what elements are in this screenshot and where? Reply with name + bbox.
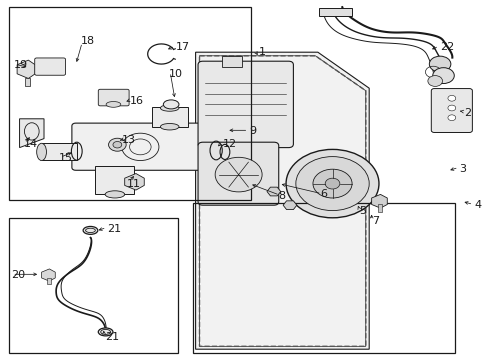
- Text: 21: 21: [105, 332, 119, 342]
- FancyBboxPatch shape: [430, 89, 471, 132]
- Bar: [378, 204, 382, 212]
- Bar: [47, 278, 51, 284]
- Ellipse shape: [83, 226, 98, 234]
- Ellipse shape: [163, 100, 179, 109]
- FancyBboxPatch shape: [98, 89, 129, 106]
- Bar: [95, 166, 134, 194]
- Circle shape: [427, 76, 442, 86]
- Text: 17: 17: [176, 42, 190, 52]
- Text: 7: 7: [371, 216, 378, 226]
- Ellipse shape: [160, 105, 179, 111]
- Ellipse shape: [160, 123, 179, 130]
- Text: 5: 5: [359, 206, 366, 216]
- Bar: [9, 7, 250, 200]
- Ellipse shape: [105, 191, 124, 198]
- Polygon shape: [41, 269, 55, 281]
- Text: 13: 13: [122, 135, 136, 145]
- Bar: [41, 143, 77, 160]
- Text: 11: 11: [127, 179, 141, 189]
- Text: 3: 3: [459, 164, 466, 174]
- Bar: [25, 78, 30, 86]
- Ellipse shape: [106, 102, 121, 107]
- FancyBboxPatch shape: [198, 142, 278, 205]
- Circle shape: [215, 157, 262, 192]
- FancyBboxPatch shape: [198, 61, 293, 148]
- Ellipse shape: [98, 328, 113, 336]
- Circle shape: [432, 68, 453, 84]
- Text: 14: 14: [23, 139, 38, 149]
- Bar: [9, 218, 177, 353]
- Circle shape: [285, 149, 378, 218]
- Circle shape: [447, 115, 455, 121]
- Circle shape: [295, 157, 368, 211]
- Text: 10: 10: [168, 69, 183, 79]
- Polygon shape: [283, 201, 296, 210]
- Text: 8: 8: [278, 191, 285, 201]
- Bar: [151, 107, 188, 127]
- Text: 18: 18: [81, 36, 95, 46]
- Polygon shape: [371, 194, 386, 208]
- Circle shape: [447, 105, 455, 111]
- Ellipse shape: [37, 143, 46, 161]
- Circle shape: [113, 141, 122, 148]
- Polygon shape: [195, 52, 368, 349]
- Text: 1: 1: [259, 47, 265, 57]
- Circle shape: [428, 56, 450, 72]
- Bar: [193, 203, 454, 353]
- Text: 4: 4: [473, 200, 481, 210]
- Text: 12: 12: [222, 139, 236, 149]
- FancyBboxPatch shape: [35, 58, 65, 75]
- Text: 19: 19: [14, 60, 28, 70]
- Circle shape: [312, 169, 351, 198]
- Circle shape: [325, 178, 339, 189]
- Polygon shape: [124, 174, 144, 190]
- Polygon shape: [266, 187, 280, 196]
- Polygon shape: [20, 119, 44, 148]
- Polygon shape: [17, 60, 35, 78]
- Text: 9: 9: [249, 126, 256, 136]
- Text: 6: 6: [320, 189, 326, 199]
- Circle shape: [447, 95, 455, 101]
- Text: 16: 16: [129, 96, 143, 106]
- Circle shape: [108, 138, 126, 151]
- Text: 21: 21: [107, 224, 122, 234]
- Bar: [222, 56, 242, 67]
- Text: 22: 22: [439, 42, 453, 52]
- FancyBboxPatch shape: [72, 123, 211, 170]
- Text: 2: 2: [464, 108, 471, 118]
- Text: 20: 20: [11, 270, 25, 280]
- Bar: [206, 138, 224, 163]
- Bar: [318, 8, 351, 16]
- Text: 15: 15: [59, 153, 73, 163]
